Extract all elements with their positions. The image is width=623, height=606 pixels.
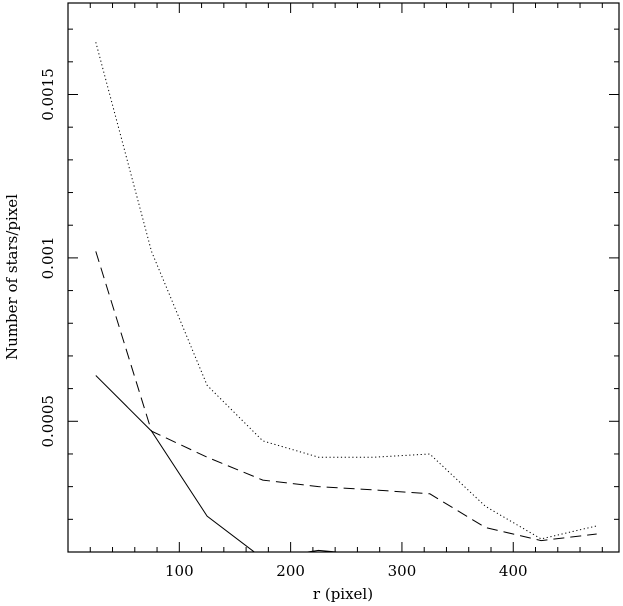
series-line-solid [95, 375, 343, 552]
y-tick-label: 0.0005 [39, 395, 57, 448]
x-tick-label: 200 [276, 562, 305, 580]
plot-frame [67, 2, 620, 553]
axis-tick-labels: 100 200 300 400 0.0005 0.001 0.0015 [39, 68, 528, 580]
y-tick-label: 0.0015 [39, 68, 57, 121]
series-group [95, 42, 597, 552]
axis-ticks [68, 3, 619, 552]
x-tick-label: 300 [388, 562, 417, 580]
y-axis-label: Number of stars/pixel [3, 194, 21, 360]
series-line-dotted [95, 42, 597, 540]
series-line-dashed [95, 251, 597, 542]
x-tick-label: 100 [165, 562, 194, 580]
x-tick-label: 400 [499, 562, 528, 580]
y-tick-label: 0.001 [39, 236, 57, 279]
x-axis-label: r (pixel) [313, 585, 373, 603]
